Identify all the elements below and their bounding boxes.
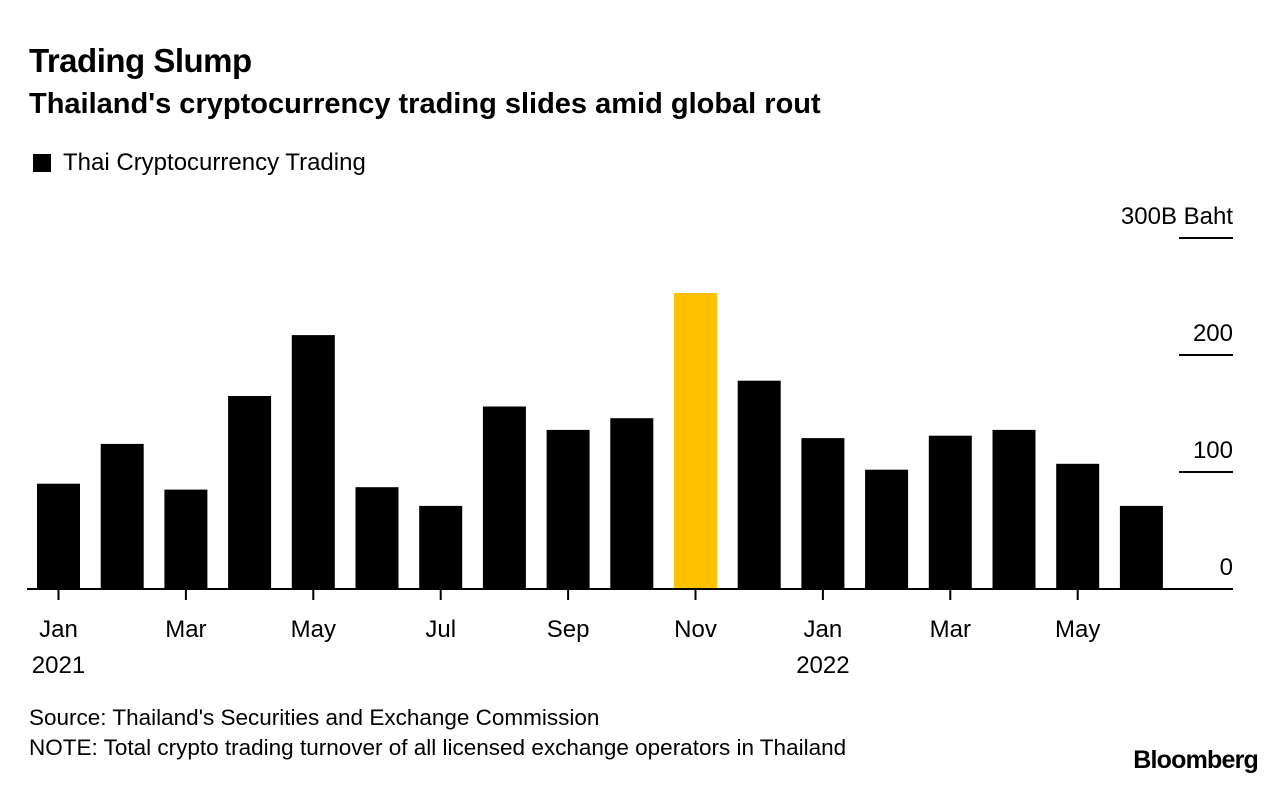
bar-2021-08 xyxy=(482,406,526,589)
bar-2022-04 xyxy=(992,429,1036,589)
bar-2021-01 xyxy=(37,483,80,589)
bars-group xyxy=(37,293,1163,589)
footer: Source: Thailand's Securities and Exchan… xyxy=(29,703,846,763)
bar-2022-06 xyxy=(1119,505,1163,589)
x-tick-label-2021-11: Nov xyxy=(674,616,717,643)
y-tick-label-300: 300B Baht xyxy=(1121,203,1233,230)
source-note: Source: Thailand's Securities and Exchan… xyxy=(29,705,600,730)
x-tick-label-2021-09: Sep xyxy=(547,616,590,643)
bar-2021-06 xyxy=(355,487,399,589)
y-tick-label-200: 200 xyxy=(1193,320,1233,347)
x-tick-label-2022-05: May xyxy=(1055,616,1100,643)
bar-2021-04 xyxy=(228,396,272,589)
y-tick-label-0: 0 xyxy=(1220,554,1233,581)
x-tick-label-2022-03: Mar xyxy=(930,616,971,643)
bar-2021-12 xyxy=(737,380,781,589)
x-year-label-2022: 2022 xyxy=(796,652,849,679)
bloomberg-logo: Bloomberg xyxy=(1133,746,1259,774)
chart-subtitle: Thailand's cryptocurrency trading slides… xyxy=(29,88,821,120)
chart-title: Trading Slump xyxy=(29,42,252,79)
x-year-label-2021: 2021 xyxy=(32,652,85,679)
y-axis: 0 100 200 300B Baht xyxy=(1121,203,1233,581)
bar-2022-01 xyxy=(801,438,845,589)
x-tick-label-2022-01: Jan xyxy=(804,616,843,643)
x-axis: Jan 2021 Mar May Jul Sep Nov Jan 2022 Mar May xyxy=(27,588,1233,679)
y-tick-label-100: 100 xyxy=(1193,437,1233,464)
x-tick-label-2021-05: May xyxy=(291,616,336,643)
bar-2021-11 xyxy=(674,293,717,589)
bar-2022-05 xyxy=(1056,463,1100,589)
bar-2022-03 xyxy=(928,435,972,589)
bar-2021-10 xyxy=(610,418,654,589)
x-tick-label-2021-01: Jan xyxy=(39,616,78,643)
legend: Thai Cryptocurrency Trading xyxy=(33,146,366,180)
bar-2022-02 xyxy=(865,469,909,589)
x-tick-label-2021-03: Mar xyxy=(165,616,206,643)
bar-2021-02 xyxy=(100,443,144,589)
bar-2021-03 xyxy=(164,489,208,589)
bar-2021-09 xyxy=(546,429,590,589)
footnote: NOTE: Total crypto trading turnover of a… xyxy=(29,735,847,760)
legend-swatch xyxy=(33,154,51,172)
x-tick-label-2021-07: Jul xyxy=(425,616,456,643)
legend-label: Thai Cryptocurrency Trading xyxy=(63,149,366,176)
bar-2021-05 xyxy=(291,335,335,589)
bar-2021-07 xyxy=(419,505,463,589)
